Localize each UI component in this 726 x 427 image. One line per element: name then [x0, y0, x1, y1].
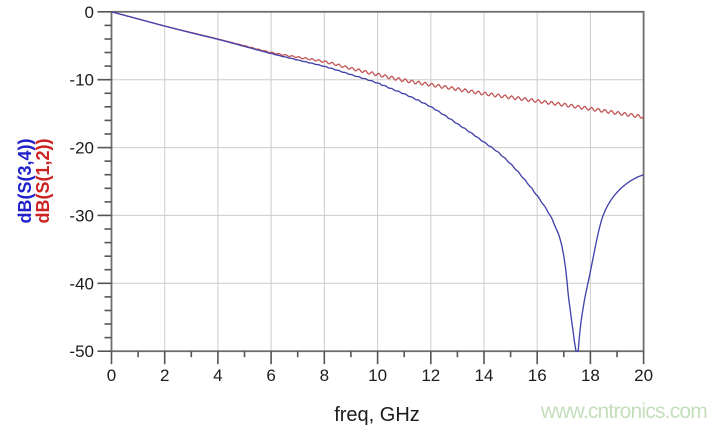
svg-text:16: 16: [528, 366, 547, 385]
svg-text:www.cntronics.com: www.cntronics.com: [540, 400, 707, 423]
svg-text:-20: -20: [69, 139, 94, 158]
svg-text:-10: -10: [69, 71, 94, 90]
svg-text:14: 14: [475, 366, 494, 385]
svg-text:12: 12: [421, 366, 440, 385]
svg-text:20: 20: [634, 366, 653, 385]
svg-text:6: 6: [266, 366, 275, 385]
svg-text:2: 2: [160, 366, 169, 385]
svg-text:10: 10: [368, 366, 387, 385]
svg-text:freq, GHz: freq, GHz: [334, 404, 420, 426]
svg-text:-40: -40: [69, 274, 94, 293]
svg-text:-30: -30: [69, 206, 94, 225]
svg-text:0: 0: [85, 3, 94, 22]
svg-text:18: 18: [581, 366, 600, 385]
svg-text:4: 4: [213, 366, 222, 385]
svg-text:dB(S(3,4)): dB(S(3,4)): [15, 138, 35, 223]
svg-text:8: 8: [320, 366, 329, 385]
svg-text:-50: -50: [69, 342, 94, 361]
svg-text:dB(S(1,2)): dB(S(1,2)): [33, 138, 53, 223]
svg-text:0: 0: [107, 366, 116, 385]
